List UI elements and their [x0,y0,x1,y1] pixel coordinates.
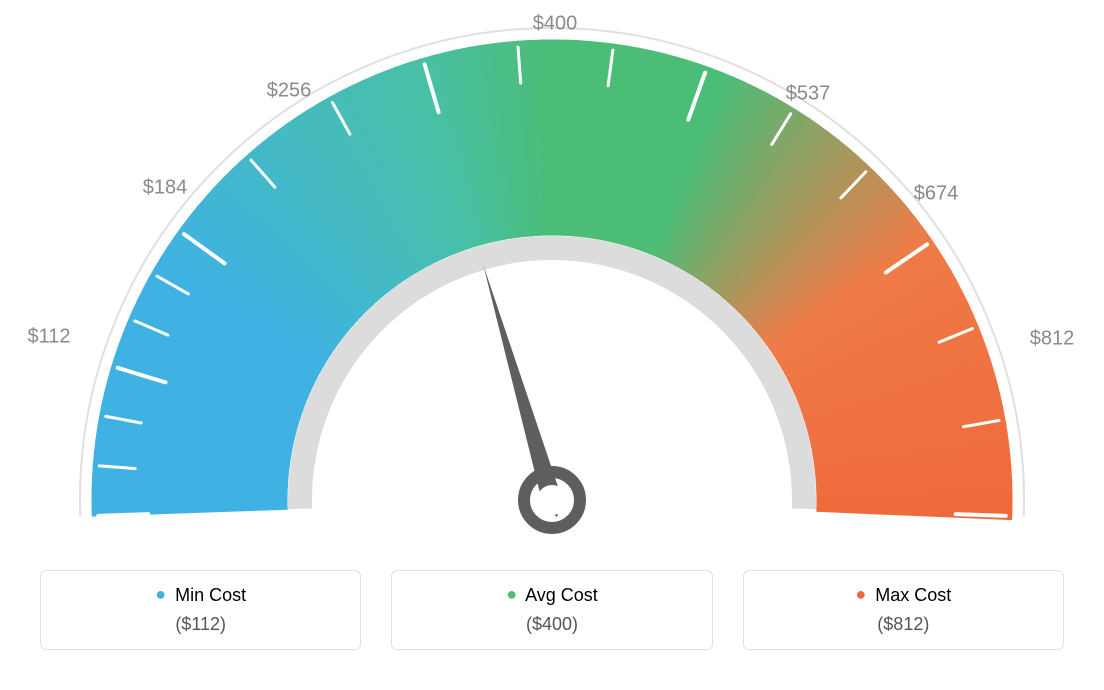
tick-label: $537 [786,83,831,106]
legend-max-label: Max Cost [875,585,951,605]
legend-min-title: ● Min Cost [51,585,350,606]
legend-min-label: Min Cost [175,585,246,605]
gauge-donut [92,40,1012,520]
tick-label: $674 [914,183,959,206]
legend-card-min: ● Min Cost ($112) [40,570,361,650]
tick-label: $400 [533,13,578,36]
tick-label: $184 [143,177,188,200]
tick-label: $256 [267,80,312,103]
legend-avg-label: Avg Cost [525,585,598,605]
gauge-svg [0,0,1104,560]
gauge-hub-inner [537,485,567,515]
chart-container: $112 $184 $256 $400 $537 $674 $812 ● Min Cost … [0,0,1104,690]
legend-row: ● Min Cost ($112) ● Avg Cost ($400) ● Ma… [0,570,1104,650]
gauge-area: $112 $184 $256 $400 $537 $674 $812 [0,0,1104,560]
legend-avg-title: ● Avg Cost [402,585,701,606]
legend-avg-value: ($400) [402,614,701,635]
legend-card-max: ● Max Cost ($812) [743,570,1064,650]
legend-min-value: ($112) [51,614,350,635]
bullet-min-icon: ● [155,584,166,604]
tick-label: $812 [1030,328,1075,351]
tick-label: $112 [27,326,70,349]
bullet-max-icon: ● [855,584,866,604]
legend-max-title: ● Max Cost [754,585,1053,606]
bullet-avg-icon: ● [506,584,517,604]
gauge-needle [483,265,561,517]
legend-card-avg: ● Avg Cost ($400) [391,570,712,650]
legend-max-value: ($812) [754,614,1053,635]
